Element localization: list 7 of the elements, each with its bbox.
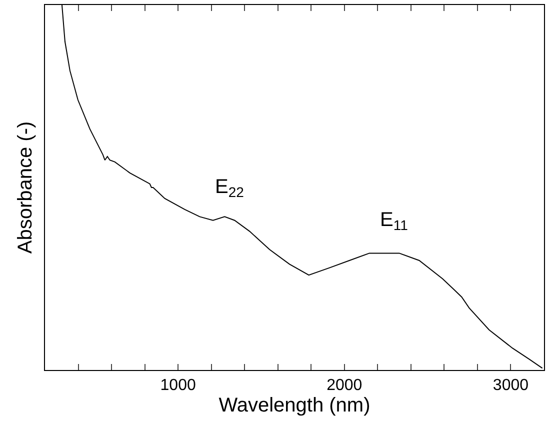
x-tick-label: 3000: [492, 377, 529, 394]
annotation: E$_{22}$: [215, 176, 244, 200]
x-tick-label: 1000: [160, 377, 196, 394]
y-axis-title: Absorbance (-): [14, 121, 36, 254]
x-tick-label: 2000: [326, 377, 362, 394]
x-axis-title: Wavelength (nm): [218, 394, 370, 417]
annotation: E$_{11}$: [380, 209, 408, 234]
